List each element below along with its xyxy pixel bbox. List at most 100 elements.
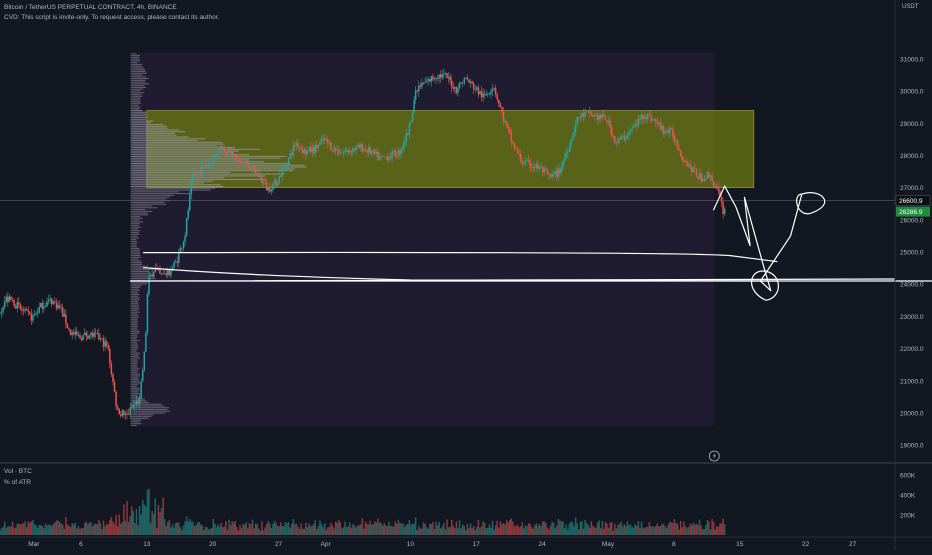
- volume-bar: [541, 521, 544, 535]
- candle-body: [675, 140, 677, 142]
- volume-profile-bar: [130, 318, 138, 320]
- volume-bar: [120, 523, 122, 535]
- volume-bar: [131, 506, 133, 535]
- volume-profile-bar: [130, 194, 175, 196]
- volume-bar: [469, 523, 472, 535]
- candle-body: [305, 149, 307, 155]
- candle-body: [574, 124, 577, 133]
- volume-profile-bar: [130, 88, 144, 90]
- volume-bar: [270, 527, 273, 535]
- candle-body: [570, 139, 572, 148]
- volume-bar: [399, 522, 401, 535]
- volume-profile-bar: [130, 55, 141, 57]
- volume-profile-bar: [130, 214, 149, 216]
- volume-bar: [440, 528, 442, 535]
- candle-body: [529, 160, 531, 168]
- volume-bar: [149, 522, 152, 535]
- volume-bar: [414, 517, 417, 535]
- candle-body: [438, 74, 440, 79]
- price-axis-tick-label: 29000.0: [900, 121, 924, 128]
- candle-body: [98, 333, 100, 340]
- volume-bar: [221, 527, 224, 535]
- volume-bar: [90, 522, 92, 535]
- time-axis-tick-label: 17: [473, 541, 481, 548]
- candle-body: [124, 413, 127, 415]
- candle-body: [623, 135, 626, 140]
- candle-body: [509, 128, 511, 133]
- candle-body: [483, 93, 486, 96]
- volume-profile-bar: [130, 292, 138, 294]
- volume-bar: [137, 524, 139, 535]
- time-axis-tick-label: 20: [209, 541, 217, 548]
- candle-body: [457, 88, 459, 93]
- candle-body: [479, 91, 481, 95]
- volume-profile-bar: [130, 106, 141, 108]
- candle-body: [360, 144, 362, 149]
- volume-bar: [383, 523, 386, 535]
- volume-bar: [620, 521, 622, 535]
- candle-body: [433, 78, 436, 80]
- volume-bar: [152, 513, 155, 535]
- volume-profile-bar: [130, 205, 152, 207]
- volume-profile-bar: [130, 69, 146, 71]
- volume-bar: [498, 528, 500, 535]
- volume-bar: [701, 529, 704, 535]
- candle-body: [0, 313, 1, 314]
- candle-body: [123, 410, 125, 415]
- candle-body: [182, 242, 185, 248]
- candle-body: [11, 299, 14, 301]
- candle-body: [599, 115, 602, 119]
- volume-bar: [193, 526, 196, 535]
- candle-body: [625, 138, 627, 140]
- candle-body: [79, 334, 81, 339]
- candle-body: [69, 329, 72, 336]
- volume-profile-bar: [130, 274, 155, 276]
- candle-body: [375, 151, 378, 154]
- freehand-drawing-2: [789, 192, 826, 237]
- volume-bar: [653, 527, 655, 535]
- candle-body: [498, 99, 500, 104]
- volume-profile-bar: [130, 173, 285, 175]
- volume-bar: [251, 519, 254, 535]
- volume-bar: [614, 523, 616, 535]
- volume-bar: [472, 525, 475, 535]
- volume-profile-bar: [130, 148, 261, 150]
- candle-body: [523, 163, 525, 165]
- candle-body: [631, 127, 633, 130]
- candle-body: [192, 173, 194, 182]
- candle-body: [298, 147, 301, 149]
- candle-body: [609, 120, 611, 128]
- candle-body: [449, 76, 451, 81]
- candle-body: [338, 149, 340, 154]
- volume-bar: [356, 525, 359, 535]
- volume-bar: [200, 524, 202, 535]
- volume-bar: [358, 525, 360, 535]
- volume-profile-bar: [130, 350, 137, 352]
- volume-bar: [502, 523, 505, 535]
- volume-bar: [529, 523, 531, 535]
- volume-profile-bar: [130, 129, 180, 131]
- volume-profile-bar: [130, 348, 138, 350]
- volume-bar: [465, 530, 467, 535]
- price-axis-tick-label: 21000.0: [900, 378, 924, 385]
- candle-body: [673, 136, 676, 142]
- candle-body: [339, 153, 342, 155]
- candle-body: [101, 338, 103, 340]
- volume-profile-bar: [130, 361, 138, 363]
- candle-body: [639, 118, 641, 120]
- candle-body: [615, 142, 618, 144]
- candle-body: [193, 173, 196, 175]
- candle-body: [656, 122, 658, 124]
- volume-profile-bar: [130, 343, 138, 345]
- candle-body: [185, 218, 188, 236]
- candle-body: [573, 132, 575, 137]
- candle-body: [105, 341, 108, 346]
- flash-icon: [708, 450, 720, 462]
- volume-bar: [105, 523, 108, 535]
- volume-profile-bar: [130, 67, 144, 69]
- volume-bar: [507, 522, 509, 535]
- volume-bar: [66, 524, 69, 535]
- candle-body: [719, 191, 721, 198]
